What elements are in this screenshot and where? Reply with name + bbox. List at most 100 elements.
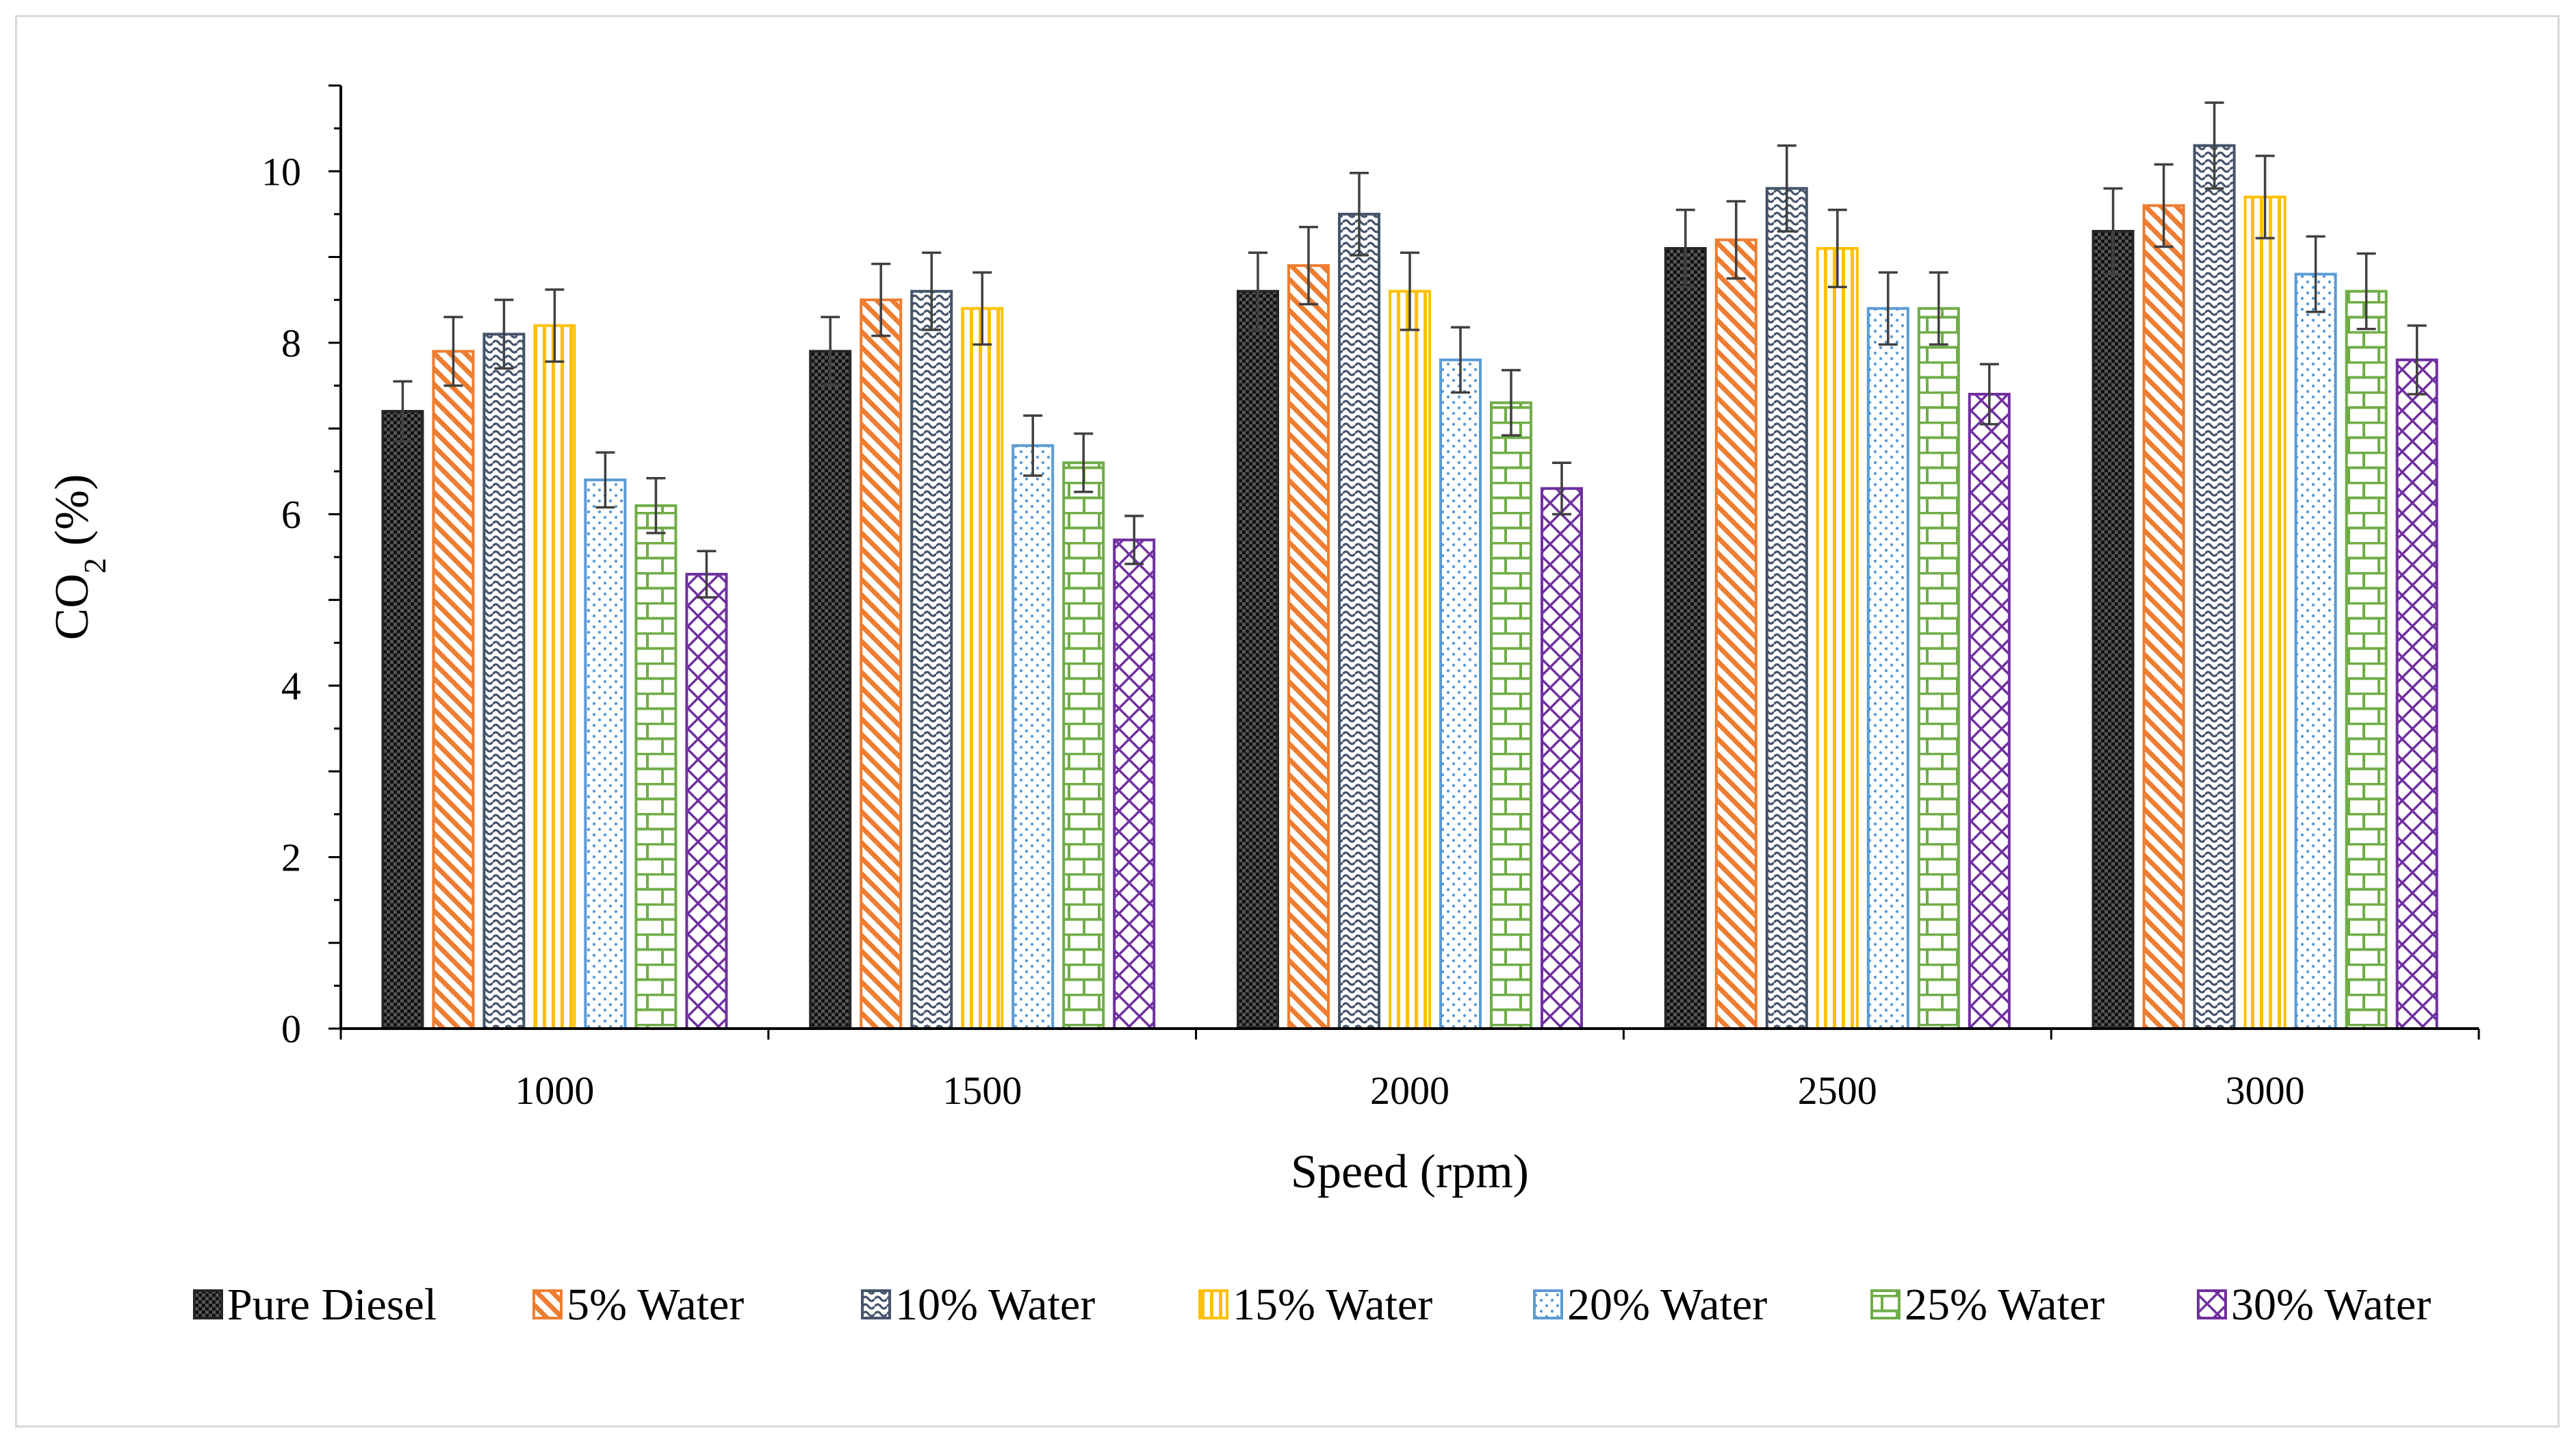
error-bar	[393, 380, 413, 443]
error-bar	[1023, 414, 1043, 477]
error-bar	[1979, 363, 1999, 426]
error-bar	[1124, 515, 1144, 565]
bar	[1237, 289, 1279, 1030]
error-bar	[494, 298, 514, 370]
legend-label: Pure Diesel	[227, 1280, 437, 1330]
error-bar	[1726, 200, 1746, 280]
bar	[634, 504, 678, 1030]
error-bar	[1675, 208, 1695, 289]
bar	[1714, 238, 1757, 1030]
bar	[1389, 289, 1431, 1030]
error-bar	[2255, 154, 2275, 240]
bar	[2091, 229, 2135, 1030]
legend-swatch	[861, 1289, 891, 1319]
error-bar	[2204, 101, 2224, 190]
legend: Pure Diesel 5% Water 10% Water 15% Water 20%…	[193, 1280, 2431, 1330]
bar	[1541, 487, 1583, 1030]
y-tick-label: 10	[261, 149, 301, 194]
error-bar	[1074, 432, 1094, 493]
error-bar	[697, 550, 717, 599]
error-bar	[1248, 251, 1267, 331]
bar	[584, 478, 627, 1030]
error-bar	[1299, 225, 1318, 306]
bar	[860, 298, 903, 1031]
x-axis-title: Speed (rpm)	[1291, 1146, 1529, 1198]
x-ticks: 1000 1500 2000 2500 3000	[339, 1029, 2480, 1113]
y-tick-label: 8	[281, 321, 301, 365]
bar	[910, 289, 953, 1030]
legend-label: 5% Water	[567, 1280, 744, 1330]
bar	[1816, 247, 1859, 1030]
bar	[1012, 444, 1055, 1030]
x-tick-label: 1000	[515, 1068, 594, 1113]
legend-item: 25% Water	[1870, 1280, 2104, 1330]
error-bar	[1502, 369, 1521, 437]
bar	[2243, 195, 2287, 1031]
x-tick-label: 3000	[2226, 1068, 2305, 1113]
legend-item: Pure Diesel	[193, 1280, 437, 1330]
legend-swatch	[1533, 1289, 1563, 1319]
y-tick-label: 6	[281, 492, 301, 537]
bar	[432, 350, 475, 1030]
error-bar	[2103, 187, 2123, 276]
bar	[1439, 358, 1482, 1030]
legend-label: 20% Water	[1567, 1280, 1767, 1330]
y-axis-title: CO2 (%)	[46, 474, 112, 641]
error-bar	[2407, 324, 2427, 396]
error-bar	[545, 288, 565, 363]
legend-swatch	[2197, 1289, 2227, 1319]
bar	[2193, 144, 2236, 1030]
x-tick-label: 2000	[1370, 1068, 1450, 1113]
bar	[809, 350, 852, 1030]
legend-item: 15% Water	[1198, 1280, 1432, 1330]
x-tick-label: 1500	[942, 1068, 1022, 1113]
bar	[2142, 204, 2185, 1030]
bar	[2294, 272, 2337, 1031]
bar	[381, 410, 424, 1030]
legend-item: 5% Water	[532, 1280, 744, 1330]
legend-swatch	[1198, 1289, 1228, 1319]
error-bar	[973, 271, 992, 346]
error-bar	[1929, 271, 1948, 346]
bar	[1917, 307, 1960, 1030]
error-bar	[1400, 251, 1419, 331]
error-bar	[1350, 172, 1369, 257]
error-bar	[922, 251, 942, 331]
error-bar	[443, 315, 463, 387]
error-bar	[871, 262, 891, 337]
error-bar	[821, 315, 840, 387]
legend-swatch	[532, 1289, 563, 1319]
bar	[2395, 358, 2438, 1030]
bar	[482, 333, 526, 1031]
bar	[1866, 307, 1909, 1030]
error-bar	[1552, 461, 1571, 516]
error-bar	[646, 476, 666, 534]
bar	[533, 324, 576, 1030]
y-ticks: 0 2 4 6 8 10	[261, 84, 341, 1051]
y-tick-label: 4	[281, 664, 301, 708]
legend-label: 30% Water	[2231, 1280, 2431, 1330]
error-bar	[1777, 144, 1796, 233]
legend-swatch	[1870, 1289, 1901, 1319]
bar	[2345, 289, 2388, 1030]
error-bar	[2356, 252, 2376, 331]
y-axis-title-subscript: 2	[77, 558, 112, 573]
legend-label: 25% Water	[1905, 1280, 2104, 1330]
error-bar	[1878, 271, 1898, 346]
bar	[1338, 212, 1380, 1031]
bar	[1765, 187, 1808, 1030]
legend-swatch	[193, 1289, 223, 1319]
bar	[961, 307, 1004, 1030]
y-axis-title-suffix: (%)	[46, 474, 99, 558]
error-bars-layer	[393, 101, 2427, 599]
error-bar	[595, 451, 615, 509]
error-bar	[1827, 208, 1847, 289]
error-bar	[2306, 235, 2326, 313]
bar	[1968, 392, 2011, 1030]
y-axis-title-main: CO	[46, 573, 99, 640]
bar	[1664, 247, 1707, 1030]
bars-layer	[381, 144, 2438, 1031]
bar	[1062, 461, 1105, 1030]
y-tick-label: 0	[281, 1007, 301, 1051]
